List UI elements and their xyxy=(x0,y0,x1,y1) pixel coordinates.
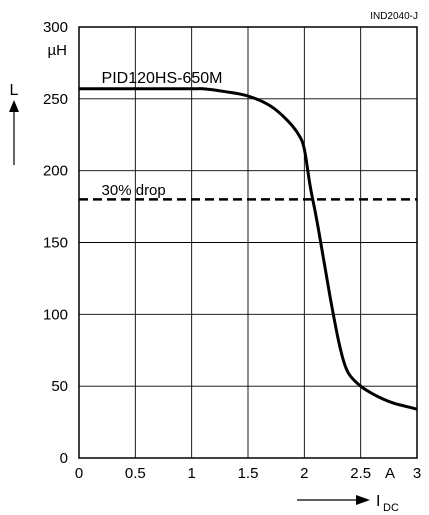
x-tick-label: 0 xyxy=(75,465,83,482)
y-tick-label: 200 xyxy=(43,163,68,180)
x-tick-labels: 0 0.5 1 1.5 2 2.5 3 xyxy=(75,465,421,482)
x-tick-label: 0.5 xyxy=(125,465,146,482)
y-tick-label: 50 xyxy=(51,378,68,395)
threshold-label: 30% drop xyxy=(102,182,166,199)
x-tick-label: 2.5 xyxy=(350,465,371,482)
x-axis-arrow-icon xyxy=(297,495,370,505)
plot-frame xyxy=(78,26,418,459)
y-tick-label: 150 xyxy=(43,235,68,252)
grid-lines xyxy=(78,26,418,459)
y-axis-label: L xyxy=(10,82,19,99)
y-tick-labels: 0 50 100 150 200 250 300 xyxy=(43,19,68,467)
y-unit-label: µH xyxy=(48,42,67,59)
y-tick-label: 0 xyxy=(60,450,68,467)
figure-code: IND2040-J xyxy=(370,11,418,22)
y-tick-label: 250 xyxy=(43,91,68,108)
y-tick-label: 100 xyxy=(43,306,68,323)
series-layer: PID120HS-650M 30% drop xyxy=(78,70,418,411)
x-tick-label: 1 xyxy=(187,465,195,482)
inductance-curve xyxy=(78,87,418,411)
x-tick-label: 2 xyxy=(300,465,308,482)
y-axis-arrow-icon xyxy=(9,100,19,165)
series-label: PID120HS-650M xyxy=(102,70,223,87)
x-axis-label: I xyxy=(376,493,380,510)
x-unit-label: A xyxy=(385,465,395,482)
x-axis-label-subscript: DC xyxy=(383,502,399,514)
x-tick-label: 3 xyxy=(413,465,421,482)
y-tick-label: 300 xyxy=(43,19,68,36)
x-tick-label: 1.5 xyxy=(238,465,259,482)
